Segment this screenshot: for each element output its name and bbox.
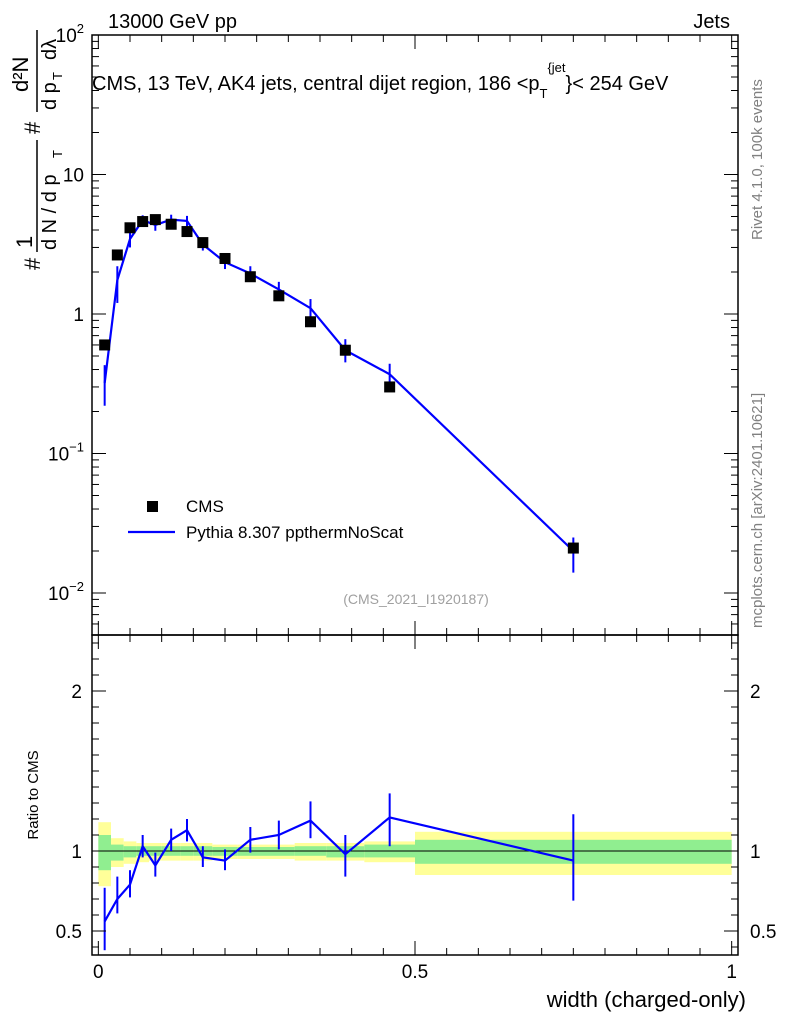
ylabel-hash-1: # [20,257,45,270]
main-ytick-label: 10−2 [48,579,84,605]
main-ytick-label: 10 [63,166,84,187]
ratio-ytick-labels: 0.5 0.5 1 1 2 2 [56,682,777,943]
legend-cms-marker [147,501,158,512]
ylabel-dlambda: dλ [39,39,61,60]
cms-point [567,542,579,554]
main-ytick-label: 10−1 [48,440,84,466]
legend-mc-label: Pythia 8.307 ppthermNoScat [186,523,404,542]
plot-title: CMS, 13 TeV, AK4 jets, central dijet reg… [92,60,669,101]
ylabel-dn: d N / d p [39,174,61,250]
cms-point [149,214,161,226]
ratio-bands [98,822,732,887]
jets-label: Jets [693,11,730,33]
main-ticks [92,34,738,636]
ratio-xtick-label: 0.5 [402,962,428,983]
ratio-xtick-label: 0 [93,962,104,983]
ylabel-t2: T [50,72,65,80]
ratio-ytick-label-left: 2 [71,682,82,703]
ratio-ytick-label-left: 0.5 [56,922,82,943]
cms-point [244,271,256,283]
ratio-error-bars [103,793,575,951]
ratio-frame [91,634,739,956]
energy-label: 13000 GeV pp [108,11,237,33]
ylabel-one: 1 [12,236,37,248]
cms-point [305,316,316,328]
cms-points [99,214,579,554]
cms-point [197,237,209,249]
cms-point [124,222,136,234]
cms-point [181,226,193,238]
ratio-xtick-label: 1 [726,962,737,983]
main-frame [91,34,739,636]
ylabel-dpt: d p [39,82,61,110]
ratio-ylabel: Ratio to CMS [25,750,42,839]
legend: CMS Pythia 8.307 ppthermNoScat [128,497,404,542]
main-ytick-labels: 10−2 10−1 1 10 102 [48,21,84,605]
ratio-band-inner [123,846,137,858]
cms-point [384,381,396,393]
ratio-ytick-label-left: 1 [71,842,82,863]
ratio-ytick-label-right: 2 [750,682,761,703]
cms-point [137,216,149,228]
main-ytick-label: 1 [73,305,84,326]
ratio-ticks [92,635,738,955]
cms-point [339,344,351,356]
legend-cms-label: CMS [186,497,224,516]
ratio-ytick-label-right: 1 [750,842,761,863]
main-ytick-label: 102 [56,21,84,47]
cms-point [99,339,111,351]
cms-point [219,252,231,264]
ratio-band-inner [111,844,124,861]
ratio-ytick-label-right: 0.5 [750,922,776,943]
ratio-line [103,816,574,922]
cms-point [165,218,177,230]
cms-point [273,290,285,302]
analysis-watermark: (CMS_2021_I1920187) [343,591,489,607]
cms-point [111,249,123,261]
ratio-band-inner [98,835,111,871]
xlabel: width (charged-only) [546,987,746,1012]
main-ylabel: # 1 d N / d p T # d²N d p T dλ [8,30,65,270]
mc-error-bars [103,214,575,573]
rivet-label: Rivet 4.1.0, 100k events [749,79,766,240]
ylabel-t1: T [50,150,65,158]
mc-line [103,218,575,552]
ylabel-hash-2: # [20,121,45,134]
ylabel-d2n: d²N [8,57,33,92]
mcplots-label: mcplots.cern.ch [arXiv:2401.10621] [749,393,766,628]
ratio-xtick-labels: 0 0.5 1 [93,962,737,983]
